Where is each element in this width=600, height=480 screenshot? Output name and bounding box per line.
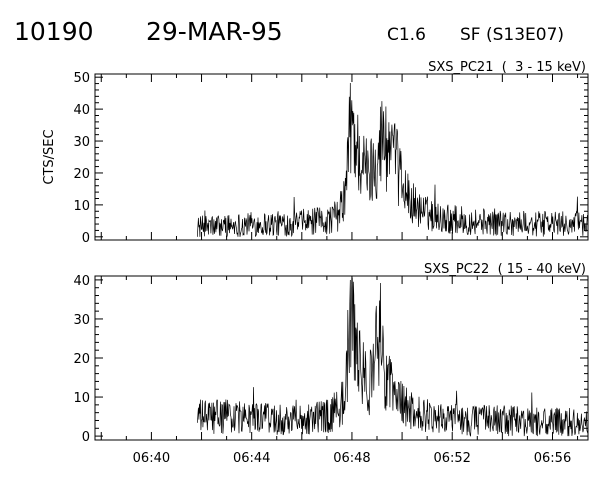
panel-top-title: SXS_PC21 ( 3 - 15 keV) xyxy=(428,60,586,75)
y-tick-label: 50 xyxy=(73,71,90,86)
event-id: 10190 xyxy=(14,17,94,46)
y-tick-label: 40 xyxy=(73,274,90,289)
y-tick-label: 40 xyxy=(73,103,90,118)
x-tick-label: 06:52 xyxy=(433,451,470,466)
x-tick-label: 06:40 xyxy=(133,451,170,466)
light-curve-line xyxy=(197,82,589,238)
y-tick-label: 20 xyxy=(73,167,90,182)
light-curve-line xyxy=(197,277,589,437)
panel-bottom: SXS_PC22 ( 15 - 40 keV) 0 10 20 30 40 06:40 06… xyxy=(73,262,589,466)
y-tick-label: 0 xyxy=(82,430,90,445)
x-tick-label: 06:56 xyxy=(534,451,571,466)
goes-class: C1.6 xyxy=(387,25,426,45)
y-tick-label: 10 xyxy=(73,391,90,406)
y-tick-label: 30 xyxy=(73,135,90,150)
y-tick-label: 30 xyxy=(73,313,90,328)
event-date: 29-MAR-95 xyxy=(146,17,283,46)
panel-top: SXS_PC21 ( 3 - 15 keV) CTS/SEC 0 10 20 30 40… xyxy=(42,60,589,246)
y-tick-label: 10 xyxy=(73,199,90,214)
panel-bottom-title: SXS_PC22 ( 15 - 40 keV) xyxy=(424,262,586,277)
y-tick-label: 0 xyxy=(82,231,90,246)
flare-info: SF (S13E07) xyxy=(460,25,564,45)
x-tick-label: 06:48 xyxy=(333,451,370,466)
x-tick-label: 06:44 xyxy=(233,451,270,466)
y-tick-label: 20 xyxy=(73,352,90,367)
panel-top-ylabel: CTS/SEC xyxy=(42,129,57,184)
plot-frame xyxy=(94,73,589,241)
